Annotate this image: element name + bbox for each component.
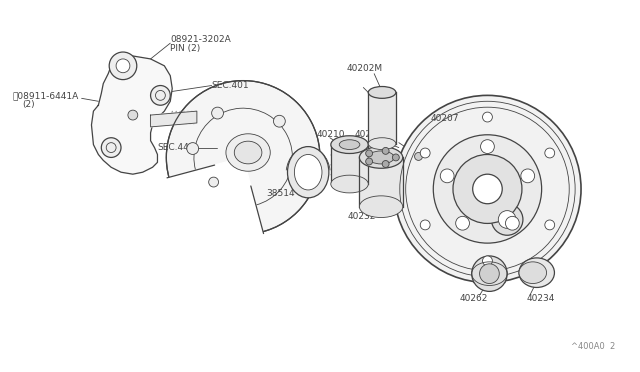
Text: 40202M: 40202M bbox=[347, 64, 383, 73]
Text: 08921-3202A: 08921-3202A bbox=[170, 35, 231, 44]
Ellipse shape bbox=[368, 151, 394, 164]
Circle shape bbox=[273, 115, 285, 127]
Text: 40232: 40232 bbox=[348, 212, 376, 221]
Circle shape bbox=[166, 81, 320, 234]
Ellipse shape bbox=[368, 138, 396, 150]
Circle shape bbox=[420, 148, 430, 158]
Text: 40262: 40262 bbox=[460, 294, 488, 303]
Text: 40210: 40210 bbox=[317, 130, 346, 139]
Circle shape bbox=[433, 135, 541, 243]
Circle shape bbox=[116, 59, 130, 73]
Circle shape bbox=[101, 138, 121, 157]
Text: 40264: 40264 bbox=[505, 168, 534, 177]
Circle shape bbox=[392, 154, 399, 161]
Circle shape bbox=[479, 264, 499, 283]
Polygon shape bbox=[150, 111, 197, 127]
Ellipse shape bbox=[294, 154, 322, 190]
Circle shape bbox=[150, 86, 170, 105]
Polygon shape bbox=[331, 145, 368, 184]
Ellipse shape bbox=[368, 87, 396, 98]
Circle shape bbox=[382, 161, 389, 167]
Circle shape bbox=[473, 174, 502, 204]
Circle shape bbox=[394, 95, 581, 283]
Polygon shape bbox=[92, 56, 172, 174]
Ellipse shape bbox=[331, 136, 368, 154]
Circle shape bbox=[521, 169, 534, 183]
Circle shape bbox=[415, 153, 422, 160]
Ellipse shape bbox=[331, 175, 368, 193]
Circle shape bbox=[481, 140, 494, 154]
Ellipse shape bbox=[339, 140, 360, 150]
Circle shape bbox=[187, 142, 198, 154]
Ellipse shape bbox=[226, 134, 270, 171]
Polygon shape bbox=[360, 157, 403, 207]
Text: ^400A0  2: ^400A0 2 bbox=[572, 343, 616, 352]
Text: 40234: 40234 bbox=[527, 294, 556, 303]
Text: 40207: 40207 bbox=[430, 113, 459, 122]
Circle shape bbox=[499, 211, 516, 228]
Circle shape bbox=[453, 154, 522, 224]
Text: 38514: 38514 bbox=[266, 189, 294, 198]
Text: (2): (2) bbox=[22, 100, 35, 109]
Circle shape bbox=[365, 158, 372, 165]
Circle shape bbox=[365, 150, 372, 157]
Circle shape bbox=[440, 169, 454, 183]
Ellipse shape bbox=[287, 147, 329, 198]
Circle shape bbox=[545, 220, 555, 230]
Circle shape bbox=[212, 107, 223, 119]
Circle shape bbox=[128, 110, 138, 120]
Circle shape bbox=[420, 220, 430, 230]
Text: SEC.440: SEC.440 bbox=[157, 143, 195, 152]
Text: SEC.401: SEC.401 bbox=[212, 81, 249, 90]
Text: PIN (2): PIN (2) bbox=[170, 44, 200, 52]
Ellipse shape bbox=[519, 262, 547, 283]
Circle shape bbox=[483, 112, 492, 122]
Circle shape bbox=[382, 147, 389, 154]
Circle shape bbox=[456, 217, 470, 230]
Circle shape bbox=[545, 148, 555, 158]
Circle shape bbox=[109, 52, 137, 80]
Polygon shape bbox=[368, 92, 396, 144]
Circle shape bbox=[209, 177, 218, 187]
Wedge shape bbox=[167, 157, 264, 236]
Circle shape bbox=[492, 204, 523, 235]
Ellipse shape bbox=[234, 141, 262, 164]
Circle shape bbox=[483, 256, 492, 266]
Circle shape bbox=[472, 256, 507, 291]
Ellipse shape bbox=[519, 258, 554, 288]
Text: 40222: 40222 bbox=[355, 130, 383, 139]
Text: ⓝ08911-6441A: ⓝ08911-6441A bbox=[13, 91, 79, 100]
Ellipse shape bbox=[360, 196, 403, 218]
Circle shape bbox=[506, 217, 519, 230]
Ellipse shape bbox=[360, 147, 403, 168]
